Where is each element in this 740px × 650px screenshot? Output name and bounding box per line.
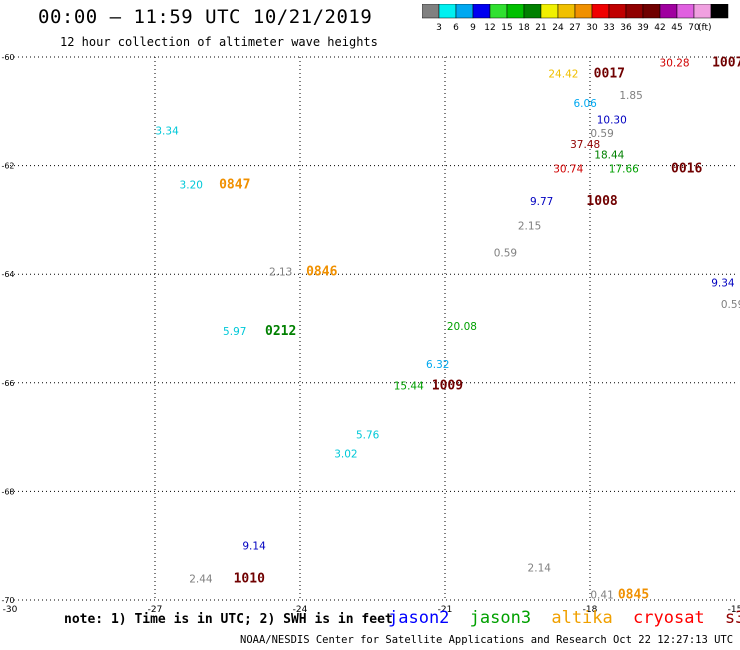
wave-height-label: 30.28 bbox=[660, 57, 690, 69]
wave-height-label: 3.02 bbox=[334, 448, 357, 460]
y-tick-label: -70 bbox=[1, 596, 14, 605]
wave-height-label: 17.66 bbox=[609, 163, 639, 175]
legend-jason3: jason3 bbox=[469, 608, 532, 628]
wave-height-label: 0.41 bbox=[590, 590, 613, 602]
time-label: 1010 bbox=[234, 571, 265, 586]
colorbar-tick-label: 24 bbox=[552, 23, 564, 33]
time-label: 0847 bbox=[219, 178, 250, 193]
wave-height-label: 2.44 bbox=[189, 573, 213, 585]
wave-height-label: 18.44 bbox=[594, 150, 624, 162]
x-tick-label: -18 bbox=[583, 605, 598, 615]
wave-height-label: 6.32 bbox=[426, 359, 449, 371]
colorbar-tick-label: 33 bbox=[603, 23, 614, 33]
y-tick-label: -66 bbox=[1, 379, 14, 388]
footnote: note: 1) Time is in UTC; 2) SWH is in fe… bbox=[64, 612, 393, 627]
wave-height-label: 6.06 bbox=[573, 98, 597, 110]
wave-height-label: 2.13 bbox=[269, 266, 292, 278]
wave-height-label: 15.44 bbox=[394, 381, 424, 393]
legend-cryosat: cryosat bbox=[633, 608, 705, 628]
colorbar-tick-label: 45 bbox=[671, 23, 682, 33]
time-label: 0017 bbox=[594, 66, 625, 81]
colorbar-tick-label: 27 bbox=[569, 23, 580, 33]
time-label: 1008 bbox=[586, 194, 617, 209]
time-label: 0212 bbox=[265, 324, 296, 339]
chart-subtitle: 12 hour collection of altimeter wave hei… bbox=[60, 35, 378, 49]
colorbar-unit: (ft) bbox=[698, 23, 712, 33]
wave-height-label: 3.20 bbox=[180, 180, 203, 192]
legend-s3a: s3a bbox=[724, 608, 740, 628]
x-tick-label: -30 bbox=[3, 605, 18, 615]
colorbar-tick-label: 42 bbox=[654, 23, 665, 33]
wave-height-label: 5.76 bbox=[356, 429, 380, 441]
time-label: 0845 bbox=[618, 588, 649, 603]
credit-line: NOAA/NESDIS Center for Satellite Applica… bbox=[240, 634, 740, 646]
wave-height-label: 5.97 bbox=[223, 326, 246, 338]
y-tick-label: -60 bbox=[1, 53, 14, 62]
time-label: 1009 bbox=[432, 379, 463, 394]
y-tick-label: -68 bbox=[1, 487, 14, 496]
wave-height-label: 9.77 bbox=[530, 196, 553, 208]
time-label: 0846 bbox=[306, 264, 337, 279]
colorbar-tick-label: 39 bbox=[637, 23, 649, 33]
colorbar-swatch bbox=[710, 4, 729, 19]
wave-height-label: 0.59 bbox=[721, 299, 740, 311]
wave-height-label: 0.59 bbox=[494, 247, 517, 259]
time-label: 1007 bbox=[712, 55, 740, 70]
x-tick-label: -15 bbox=[728, 605, 740, 615]
satellite-legend: jason2 jason3 altika cryosat s3a bbox=[388, 608, 740, 628]
x-tick-label: -24 bbox=[293, 605, 308, 615]
wave-height-label: 9.14 bbox=[242, 541, 266, 553]
colorbar-tick-label: 12 bbox=[484, 23, 495, 33]
legend-altika: altika bbox=[551, 608, 613, 628]
color-scale-bar: 3 6 9 12 15 18 21 24 27 30 33 36 39 42 45 70(ft) bbox=[422, 4, 729, 33]
wave-height-label: 3.34 bbox=[155, 125, 179, 137]
wave-height-label: 2.15 bbox=[518, 220, 541, 232]
colorbar-tick-label: 9 bbox=[470, 23, 476, 33]
wave-height-label: 1.85 bbox=[619, 90, 642, 102]
x-tick-label: -27 bbox=[148, 605, 163, 615]
colorbar-tick-label: 70 bbox=[688, 23, 700, 33]
wave-height-label: 37.48 bbox=[570, 139, 600, 151]
x-tick-label: -21 bbox=[438, 605, 453, 615]
legend-jason2: jason2 bbox=[388, 608, 450, 628]
colorbar-tick-label: 6 bbox=[453, 23, 459, 33]
colorbar-tick-label: 15 bbox=[501, 23, 512, 33]
wave-height-label: 9.34 bbox=[711, 277, 735, 289]
colorbar-tick-label: 21 bbox=[535, 23, 546, 33]
wave-height-label: 2.14 bbox=[528, 562, 552, 574]
wave-height-label: 0.59 bbox=[590, 128, 613, 140]
colorbar-tick-label: 36 bbox=[620, 23, 632, 33]
chart-title: 00:00 – 11:59 UTC 10/21/2019 bbox=[38, 6, 373, 28]
time-label: 0016 bbox=[671, 161, 702, 176]
y-tick-label: -62 bbox=[1, 162, 14, 171]
colorbar-tick-label: 18 bbox=[518, 23, 530, 33]
wave-height-label: 10.30 bbox=[597, 114, 627, 126]
colorbar-tick-label: 30 bbox=[586, 23, 598, 33]
wave-height-label: 24.42 bbox=[548, 68, 578, 80]
colorbar-tick-label: 3 bbox=[436, 23, 442, 33]
wave-height-label: 30.74 bbox=[553, 163, 583, 175]
y-tick-label: -64 bbox=[1, 270, 14, 279]
wave-height-label: 20.08 bbox=[447, 321, 477, 333]
